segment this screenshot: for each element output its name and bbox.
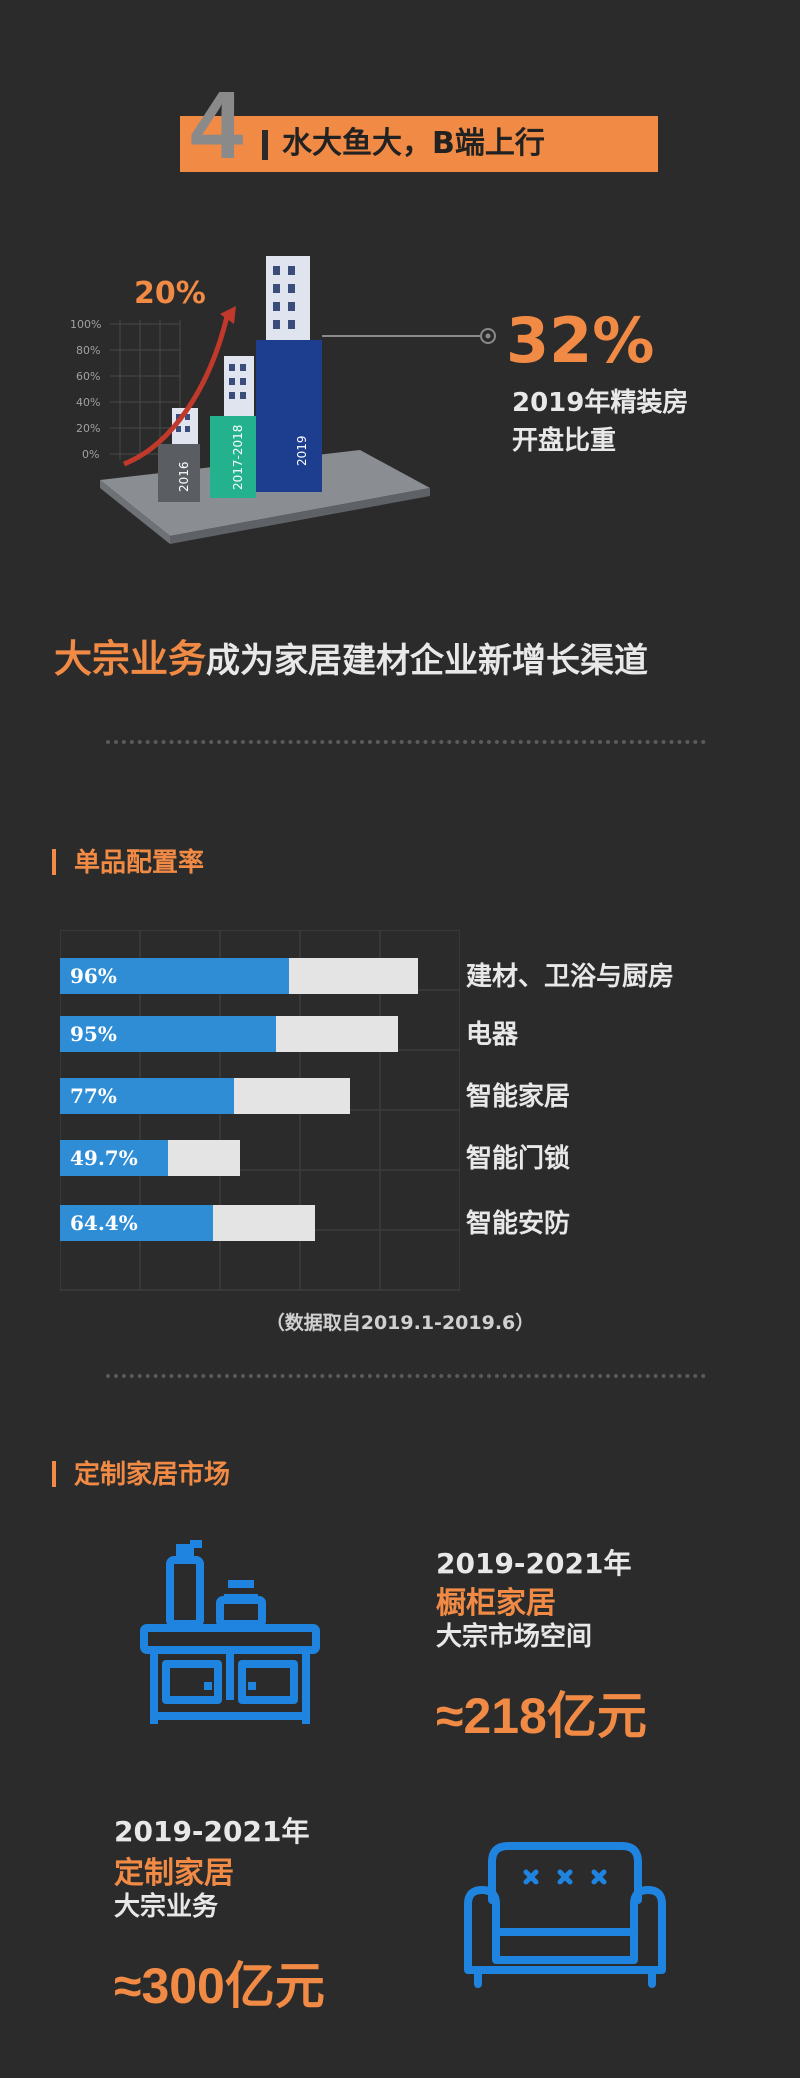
bar-fill: [60, 1205, 213, 1241]
market-2-value: ≈300亿元: [114, 1958, 325, 2014]
source-note: （数据取自2019.1-2019.6）: [265, 1312, 535, 1334]
y-tick-60: 60%: [76, 370, 100, 383]
building-2017-2018: [210, 416, 256, 498]
bar-category-label: 智能门锁: [466, 1144, 571, 1174]
y-tick-20: 20%: [76, 422, 100, 435]
headline-highlight: 大宗业务: [54, 637, 207, 681]
grid-panel: [110, 320, 181, 460]
bar-category-label: 建材、卫浴与厨房: [466, 962, 675, 992]
headline-rest: 成为家居建材企业新增长渠道: [206, 641, 649, 681]
growth-arrow: [123, 311, 231, 467]
growth-label: 20%: [134, 276, 206, 311]
market-2-desc: 大宗业务: [114, 1892, 219, 1922]
bar-row: 77% 智能家居: [60, 1078, 800, 1114]
y-tick-40: 40%: [76, 396, 100, 409]
bar-value-label: 96%: [70, 964, 117, 988]
building-2016: [158, 444, 200, 502]
bar-fill: [60, 1140, 168, 1176]
bar-fill: [60, 1016, 276, 1052]
bar-row: 96% 建材、卫浴与厨房: [60, 958, 800, 994]
bar-category-label: 智能安防: [466, 1209, 571, 1239]
stat-label-line1: 2019年精装房: [512, 388, 689, 418]
section-title: 水大鱼大，B端上行: [282, 126, 545, 161]
kitchen-cabinet-icon: [140, 1540, 320, 1724]
building-2016-label: 2016: [177, 461, 191, 492]
stat-label-line2: 开盘比重: [512, 426, 617, 456]
bar-value-label: 77%: [70, 1084, 117, 1108]
custom-section-title-text: 定制家居市场: [74, 1460, 231, 1490]
market-1-category: 橱柜家居: [436, 1586, 556, 1621]
stat-value: 32%: [506, 304, 655, 377]
building-2017-2018-label: 2017-2018: [231, 425, 245, 490]
bar-row: 64.4% 智能安防: [60, 1205, 800, 1241]
section-banner: [180, 116, 658, 172]
custom-section-title: 定制家居市场: [52, 1454, 230, 1491]
market-1-year: 2019-2021年: [436, 1547, 632, 1580]
config-section-title-text: 单品配置率: [74, 848, 205, 878]
market-1-value: ≈218亿元: [436, 1688, 647, 1744]
market-1-desc: 大宗市场空间: [436, 1622, 593, 1652]
bar-fill: [60, 958, 289, 994]
dotted-divider: [106, 1374, 706, 1378]
building-growth-illustration: 100% 80% 60% 40% 20% 0% 2016 2017-2018 2…: [70, 256, 496, 544]
bar-category-label: 智能家居: [466, 1082, 571, 1112]
section-number: 4: [190, 72, 244, 179]
bar-value-label: 64.4%: [70, 1211, 138, 1235]
building-2019: [256, 340, 322, 492]
bar-category-label: 电器: [466, 1020, 519, 1050]
market-2-year: 2019-2021年: [114, 1815, 310, 1848]
y-tick-100: 100%: [70, 318, 101, 331]
banner-divider: [262, 130, 268, 160]
stat-label: 2019年精装房 开盘比重: [512, 384, 772, 460]
bar-fill: [60, 1078, 234, 1114]
dotted-divider: [106, 740, 706, 744]
bar-value-label: 49.7%: [70, 1146, 138, 1170]
bar-row: 49.7% 智能门锁: [60, 1140, 800, 1176]
growth-arrow-head: [220, 306, 236, 324]
headline: 大宗业务成为家居建材企业新增长渠道: [54, 628, 648, 683]
building-2019-label: 2019: [295, 435, 309, 466]
sofa-icon: [464, 1842, 666, 1988]
y-tick-80: 80%: [76, 344, 100, 357]
bar-value-label: 95%: [70, 1022, 117, 1046]
bar-row: 95% 电器: [60, 1016, 800, 1052]
market-2-category: 定制家居: [114, 1856, 234, 1891]
config-section-title: 单品配置率: [52, 842, 204, 879]
y-tick-0: 0%: [82, 448, 99, 461]
